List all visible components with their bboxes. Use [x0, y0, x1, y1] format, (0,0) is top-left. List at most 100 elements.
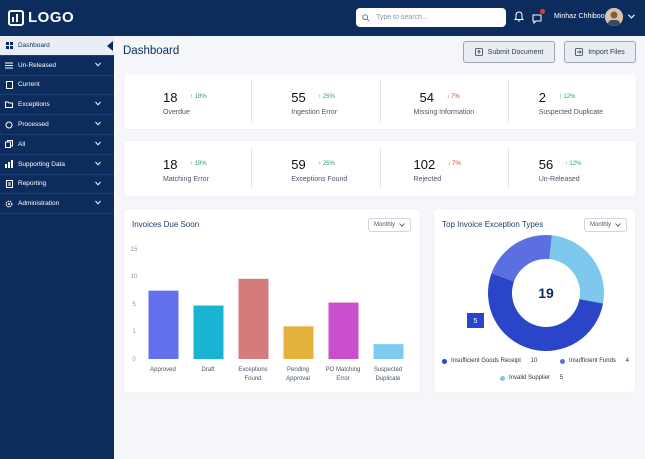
sidebar-item-reporting[interactable]: Reporting [0, 175, 114, 195]
kpi-delta: ↓ 7% [446, 94, 460, 100]
sidebar-item-exceptions[interactable]: Exceptions [0, 95, 114, 116]
sidebar-item-supporting-data[interactable]: Supporting Data [0, 155, 114, 175]
import-files-button[interactable]: Import Files [564, 41, 636, 63]
sidebar-item-label: Un-Released [18, 61, 56, 69]
cycle-icon [5, 121, 13, 129]
donut-slice[interactable] [488, 273, 604, 351]
chevron-down-icon [95, 141, 101, 146]
sidebar-item-label: Supporting Data [18, 160, 65, 168]
legend-dot [442, 358, 447, 364]
bell-icon[interactable] [514, 11, 524, 22]
search-input[interactable] [376, 14, 496, 21]
kpi-delta: ↑ 25% [318, 161, 335, 167]
chevron-down-icon [615, 223, 621, 227]
y-tick-label: 10 [131, 274, 138, 280]
tooltip-badge [467, 313, 484, 328]
bar[interactable] [193, 305, 224, 359]
legend-item: Insufficient Funds 4 [560, 358, 629, 364]
kpi-overdue[interactable]: 18 ↑ 18% Overdue [124, 80, 253, 123]
avatar[interactable] [605, 8, 623, 26]
user-name[interactable]: Minhaz Chhiboo [554, 13, 605, 20]
kpi-value: 18 [163, 90, 178, 105]
sidebar-item-label: Processed [18, 121, 49, 129]
page-title: Dashboard [123, 45, 180, 57]
upload-icon [474, 48, 483, 56]
x-tick-label: Error [336, 376, 349, 382]
sidebar-collapse-button[interactable] [107, 41, 113, 51]
period-label: Monthly [590, 222, 612, 228]
kpi-suspected-duplicate[interactable]: 2 ↑ 12% Suspected Duplicate [509, 80, 636, 123]
chevron-down-icon [95, 121, 101, 126]
import-icon [575, 48, 584, 56]
x-tick-label: Duplicate [375, 376, 401, 382]
kpi-ingestion-error[interactable]: 55 ↑ 25% Ingestion Error [252, 80, 381, 123]
sidebar-item-administration[interactable]: Administration [0, 194, 114, 215]
kpi-value: 2 [538, 90, 546, 105]
kpi-label: Suspected Duplicate [538, 109, 603, 116]
kpi-value: 55 [291, 90, 306, 105]
legend-item: Insufficient Goods Receipt 10 [442, 358, 537, 364]
kpi-label: Exceptions Found [291, 176, 348, 183]
bar[interactable] [148, 290, 179, 359]
legend-dot [500, 375, 505, 381]
kpi-exceptions-found[interactable]: 59 ↑ 25% Exceptions Found [252, 147, 381, 190]
submit-document-button[interactable]: Submit Document [463, 41, 555, 63]
chevron-down-icon[interactable] [628, 14, 635, 19]
kpi-delta: ↑ 12% [564, 161, 582, 167]
grid-icon [5, 41, 13, 49]
sidebar-item-label: Reporting [18, 180, 47, 188]
bar[interactable] [283, 326, 314, 359]
donut-slice[interactable] [549, 235, 604, 304]
kpi-missing-information[interactable]: 54 ↓ 7% Missing Information [381, 80, 509, 123]
x-tick-label: Draft [201, 367, 214, 373]
kpi-card-row-2: 18 ↑ 18% Matching Error 59 ↑ 25% Excepti… [124, 141, 636, 196]
exception-types-panel: Top Invoice Exception Types Monthly 19 5 … [434, 209, 635, 392]
logo[interactable]: LOGO [8, 9, 74, 26]
kpi-delta: ↑ 18% [190, 94, 207, 100]
chevron-down-icon [399, 223, 405, 227]
sidebar-item-label: Dashboard [18, 41, 50, 49]
notification-dot [540, 9, 545, 14]
search-bar[interactable] [356, 8, 506, 27]
kpi-rejected[interactable]: 102 ↓ 7% Rejected [381, 147, 509, 190]
bar[interactable] [328, 302, 359, 359]
logo-text: LOGO [28, 9, 75, 26]
kpi-card-row-1: 18 ↑ 18% Overdue 55 ↑ 25% Ingestion Erro… [124, 74, 636, 129]
import-files-label: Import Files [588, 48, 625, 56]
gear-icon [5, 200, 13, 208]
files-icon [5, 140, 13, 149]
donut-slice[interactable] [491, 235, 552, 282]
sidebar-item-all[interactable]: All [0, 135, 114, 155]
panel-title: Top Invoice Exception Types [442, 220, 544, 229]
y-tick-label: 0 [132, 357, 136, 363]
bar[interactable] [373, 344, 404, 359]
exceptions-donut-chart: 19 5 [467, 235, 604, 351]
chevron-down-icon [95, 201, 101, 205]
messages-icon[interactable] [532, 9, 545, 29]
sidebar-item-un-released[interactable]: Un-Released [0, 56, 114, 76]
sidebar-item-processed[interactable]: Processed [0, 115, 114, 135]
period-dropdown[interactable]: Monthly [368, 218, 412, 232]
period-dropdown[interactable]: Monthly [584, 218, 628, 232]
kpi-label: Overdue [163, 109, 190, 116]
sidebar-item-dashboard[interactable]: Dashboard [0, 36, 114, 56]
kpi-un-released[interactable]: 56 ↑ 12% Un-Released [509, 147, 636, 190]
kpi-label: Missing Information [413, 109, 475, 116]
bar[interactable] [238, 278, 269, 359]
legend-item: Invalid Supplier 5 [500, 375, 563, 381]
tooltip-value: 5 [474, 318, 478, 325]
sidebar-item-current[interactable]: Current [0, 76, 114, 96]
period-label: Monthly [374, 222, 396, 228]
kpi-label: Rejected [413, 176, 442, 183]
x-tick-label: Exceptions [238, 367, 267, 373]
kpi-value: 54 [419, 90, 434, 105]
kpi-label: Un-Released [538, 176, 580, 183]
top-bar: LOGO Minhaz Chhiboo [0, 0, 645, 36]
logo-icon [8, 9, 24, 26]
kpi-matching-error[interactable]: 18 ↑ 18% Matching Error [124, 147, 253, 190]
chevron-down-icon [95, 102, 101, 106]
sidebar-item-label: Current [18, 81, 40, 89]
x-tick-label: Pending [287, 367, 309, 373]
x-tick-label: Suspected [374, 367, 402, 373]
